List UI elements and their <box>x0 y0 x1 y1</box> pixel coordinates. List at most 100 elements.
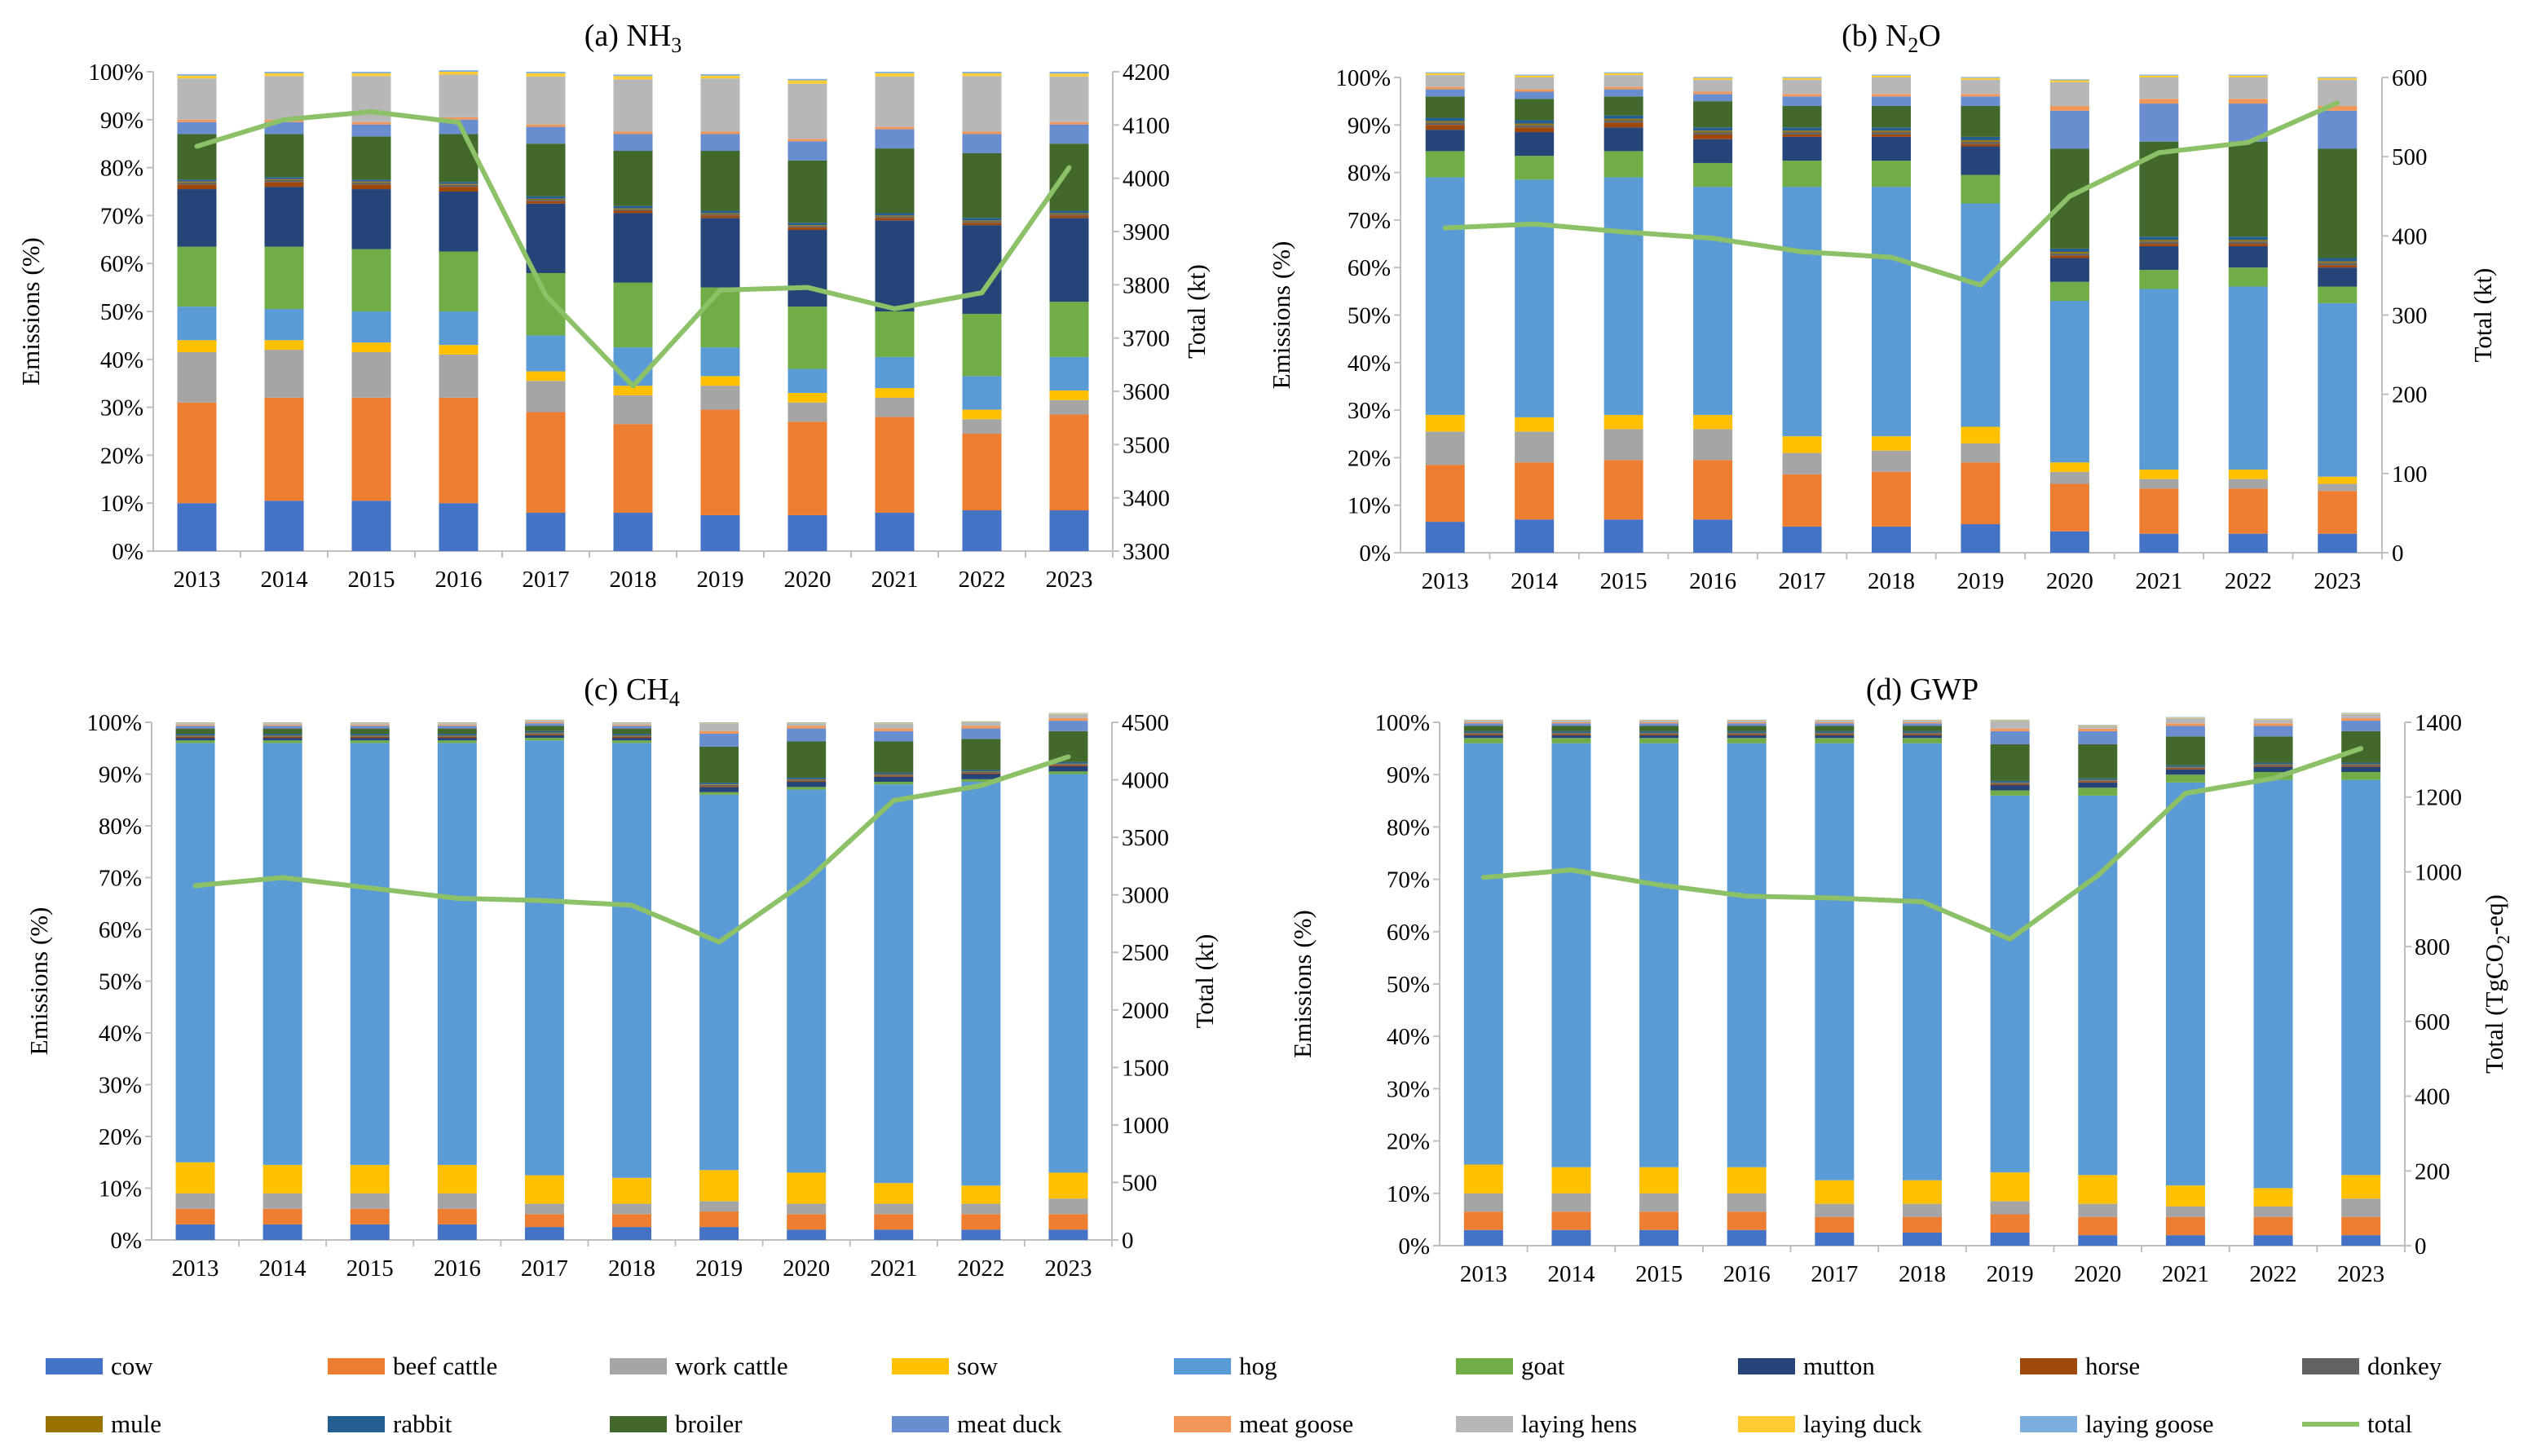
bar-goat-2016 <box>1727 738 1767 743</box>
bar-laying-hens-2019 <box>700 78 740 132</box>
bar-meat-duck-2023 <box>2318 110 2358 149</box>
bar-donkey-2013 <box>175 735 215 737</box>
bar-mutton-2013 <box>1463 735 1503 739</box>
bar-broiler-2014 <box>1515 99 1555 121</box>
legend-label: broiler <box>675 1410 743 1438</box>
bar-laying-duck-2020 <box>787 722 827 724</box>
bar-cow-2018 <box>1872 526 1911 553</box>
bar-meat-duck-2020 <box>2049 110 2089 149</box>
bar-mule-2017 <box>526 198 566 200</box>
chart-title-main: (a) NH <box>584 19 672 53</box>
bar-laying-duck-2013 <box>1425 73 1465 76</box>
bar-hog-2017 <box>526 335 566 372</box>
bar-mule-2020 <box>2049 251 2089 254</box>
y2-tick-label: 1000 <box>2415 859 2462 885</box>
bar-mutton-2018 <box>1872 136 1911 161</box>
bar-rabbit-2020 <box>787 777 827 779</box>
bar-laying-duck-2021 <box>2165 717 2205 718</box>
bar-cow-2016 <box>1693 519 1733 553</box>
bar-broiler-2017 <box>524 726 564 731</box>
bar-laying-hens-2015 <box>1639 721 1679 722</box>
bar-work-cattle-2023 <box>2341 1198 2381 1217</box>
bar-cow-2014 <box>262 1224 302 1240</box>
bar-sow-2014 <box>1515 417 1555 432</box>
bar-meat-goose-2020 <box>2049 105 2089 111</box>
bar-mule-2014 <box>262 735 302 736</box>
bar-cow-2013 <box>177 503 217 551</box>
bar-horse-2021 <box>2139 244 2179 246</box>
legend-label: sow <box>957 1352 999 1380</box>
bar-laying-duck-2023 <box>1049 73 1089 77</box>
bar-rabbit-2017 <box>1815 730 1855 733</box>
bar-cow-2015 <box>351 501 391 551</box>
bar-meat-duck-2021 <box>2139 104 2179 142</box>
legend-swatch-hog <box>1174 1358 1231 1374</box>
bar-hog-2023 <box>1048 774 1088 1173</box>
total-point-2023 <box>2358 746 2364 752</box>
bar-laying-hens-2020 <box>787 723 827 726</box>
bar-rabbit-2023 <box>1049 210 1089 214</box>
bar-rabbit-2016 <box>437 733 477 735</box>
bar-work-cattle-2021 <box>874 1203 914 1215</box>
bar-cow-2015 <box>350 1224 390 1240</box>
bar-laying-goose-2021 <box>2139 74 2179 76</box>
bar-rabbit-2019 <box>699 783 739 785</box>
y2-label-subscript: 2 <box>2493 935 2513 944</box>
bar-mutton-2022 <box>2253 766 2293 772</box>
bar-goat-2021 <box>874 782 914 785</box>
bar-horse-2018 <box>612 736 651 739</box>
bar-goat-2022 <box>962 313 1002 377</box>
bar-rabbit-2022 <box>2228 236 2268 240</box>
y-tick-label: 20% <box>1348 445 1391 471</box>
bar-hog-2021 <box>875 356 915 389</box>
legend-swatch-donkey <box>2302 1358 2359 1374</box>
bar-goat-2021 <box>875 311 915 357</box>
bar-cow-2013 <box>1463 1229 1503 1246</box>
bar-meat-duck-2018 <box>1872 96 1911 106</box>
y2-tick-label: 800 <box>2415 934 2450 960</box>
x-tick-label: 2020 <box>783 1255 830 1282</box>
bar-broiler-2021 <box>2165 736 2205 766</box>
bar-goat-2017 <box>1815 738 1855 743</box>
y-tick-label: 0% <box>110 1228 142 1254</box>
bar-laying-goose-2020 <box>787 722 827 723</box>
legend-item-horse: horse <box>2020 1352 2140 1380</box>
bar-laying-duck-2014 <box>1515 75 1555 77</box>
bar-donkey-2023 <box>1048 764 1088 766</box>
y-tick-label: 40% <box>1348 351 1391 377</box>
bar-beef-cattle-2013 <box>175 1208 215 1224</box>
bar-broiler-2018 <box>613 151 653 206</box>
bar-hog-2022 <box>2253 779 2293 1189</box>
bar-mutton-2018 <box>1903 735 1942 739</box>
total-point-2019 <box>717 939 722 945</box>
chart-title-d: (d) GWP <box>1866 673 1978 707</box>
bar-mutton-2023 <box>2341 766 2381 772</box>
total-point-2021 <box>2182 791 2188 796</box>
bar-sow-2019 <box>700 376 740 386</box>
bar-broiler-2021 <box>2139 141 2179 237</box>
bar-mule-2021 <box>875 215 915 217</box>
bar-work-cattle-2020 <box>787 402 827 422</box>
bar-hog-2023 <box>2341 779 2381 1176</box>
bar-horse-2020 <box>787 780 827 783</box>
bar-work-cattle-2022 <box>961 1203 1001 1215</box>
y-axis-label: Emissions (%) <box>24 907 53 1056</box>
bar-meat-duck-2023 <box>2341 721 2381 731</box>
bar-sow-2021 <box>875 388 915 398</box>
bar-hog-2021 <box>2165 782 2205 1186</box>
bar-mule-2016 <box>1693 130 1733 133</box>
bar-hog-2016 <box>439 311 479 346</box>
bar-rabbit-2014 <box>262 733 302 735</box>
bar-horse-2020 <box>787 227 827 231</box>
bar-beef-cattle-2020 <box>2078 1216 2118 1236</box>
bar-mule-2014 <box>264 179 304 180</box>
bar-work-cattle-2019 <box>699 1201 739 1212</box>
bar-hog-2016 <box>1727 743 1767 1167</box>
x-tick-label: 2014 <box>261 567 309 593</box>
y2-tick-label: 0 <box>1122 1228 1134 1254</box>
y2-tick-label: 3500 <box>1122 825 1169 851</box>
bar-sow-2016 <box>1727 1167 1767 1193</box>
y-tick-label: 40% <box>99 1021 142 1047</box>
bar-donkey-2019 <box>700 214 740 216</box>
